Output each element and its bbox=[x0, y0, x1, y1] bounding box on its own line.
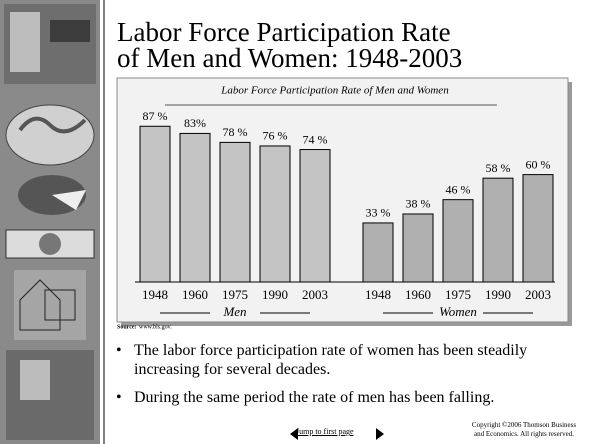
value-label: 83% bbox=[184, 116, 206, 130]
x-tick-label: 1990 bbox=[485, 287, 511, 302]
value-label: 58 % bbox=[486, 161, 511, 175]
bar bbox=[139, 125, 171, 283]
slide-title: of Men and Women: 1948-2003 bbox=[117, 43, 462, 73]
value-label: 46 % bbox=[446, 182, 471, 196]
x-tick-label: 1960 bbox=[182, 287, 208, 302]
bar bbox=[482, 177, 514, 283]
value-label: 78 % bbox=[223, 125, 248, 139]
decorative-strip bbox=[0, 0, 100, 444]
bullet: During the same period the rate of men h… bbox=[112, 388, 587, 407]
value-label: 38 % bbox=[406, 197, 431, 211]
copyright: Copyright ©2006 Thomson Business and Eco… bbox=[471, 421, 577, 438]
x-tick-label: 1975 bbox=[445, 287, 471, 302]
value-label: 76 % bbox=[263, 129, 288, 143]
value-label: 33 % bbox=[366, 206, 391, 220]
value-label: 87 % bbox=[143, 109, 168, 123]
group-label: Women bbox=[439, 304, 477, 319]
bar bbox=[179, 132, 211, 283]
value-label: 74 % bbox=[303, 132, 328, 146]
chart-title: Labor Force Participation Rate of Men an… bbox=[220, 85, 449, 97]
jump-link[interactable]: Jump to first page bbox=[296, 427, 354, 436]
group-label: Men bbox=[222, 304, 246, 319]
bar bbox=[522, 174, 554, 283]
bar bbox=[259, 145, 291, 283]
bar bbox=[442, 199, 474, 283]
bar bbox=[402, 213, 434, 283]
x-tick-label: 1948 bbox=[142, 287, 168, 302]
bar bbox=[219, 141, 251, 283]
bar bbox=[362, 222, 394, 283]
x-tick-label: 1990 bbox=[262, 287, 288, 302]
slide-title: Labor Force Participation Rate bbox=[117, 17, 451, 47]
x-tick-label: 2003 bbox=[525, 287, 551, 302]
value-label: 60 % bbox=[526, 157, 551, 171]
x-tick-label: 2003 bbox=[302, 287, 328, 302]
bullet: The labor force participation rate of wo… bbox=[112, 341, 587, 379]
bar bbox=[299, 149, 331, 283]
x-tick-label: 1975 bbox=[222, 287, 248, 302]
source-label: Source: bbox=[117, 324, 137, 330]
x-tick-label: 1960 bbox=[405, 287, 431, 302]
bullet-list: The labor force participation rate of wo… bbox=[112, 341, 587, 416]
x-tick-label: 1948 bbox=[365, 287, 391, 302]
source-text: www.bls.gov. bbox=[139, 324, 172, 330]
